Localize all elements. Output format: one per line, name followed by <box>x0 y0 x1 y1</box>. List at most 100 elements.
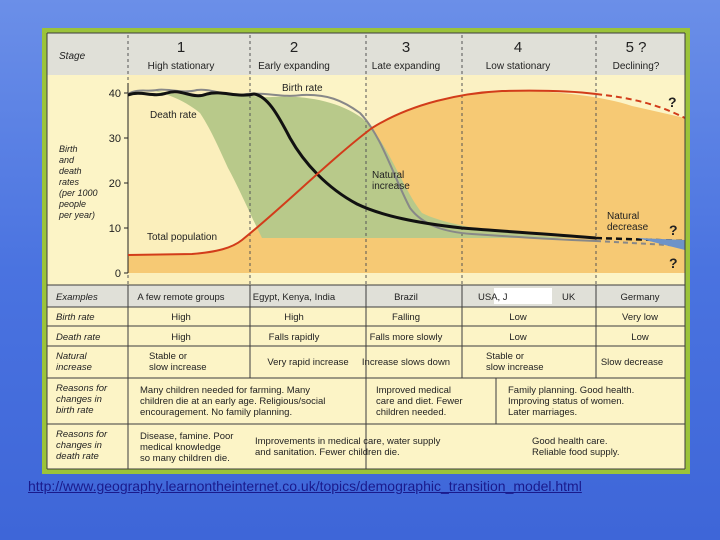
row-label-birth-rate: Birth rate <box>56 312 95 323</box>
table-cells: A few remote groups Egypt, Kenya, India … <box>137 292 663 373</box>
row-label-reasons-death: Reasons for <box>56 429 108 440</box>
y-tick-label: 10 <box>109 223 121 235</box>
cell-death-4: Low <box>509 332 527 343</box>
cell-birth-1: High <box>171 312 191 323</box>
cell-death-3: Falls more slowly <box>370 332 443 343</box>
row-label-reasons-birth-3: birth rate <box>56 405 94 416</box>
y-tick-labels: 40 30 20 10 0 <box>109 88 121 280</box>
cell-ni-1a: Stable or <box>149 351 187 362</box>
reasons-birth-c-1: Family planning. Good health. <box>508 385 634 396</box>
y-axis-label: Birth and death rates (per 1000 people p… <box>58 144 98 220</box>
stage-4-num: 4 <box>514 39 522 56</box>
diagram-svg: Stage 1 High stationary 2 Early expandin… <box>46 32 686 470</box>
reasons-death-c-2: Reliable food supply. <box>532 447 620 458</box>
reasons-birth-a-3: encouragement. No family planning. <box>140 407 292 418</box>
row-label-reasons-birth-2: changes in <box>56 394 102 405</box>
stage-label: Stage <box>59 51 86 62</box>
stage-3-num: 3 <box>402 39 410 56</box>
natural-decrease-label-1: Natural <box>607 211 639 222</box>
y-axis-ticks <box>124 92 128 274</box>
stage-5-num: 5 ? <box>626 39 647 56</box>
cell-birth-4: Low <box>509 312 527 323</box>
cell-death-1: High <box>171 332 191 343</box>
cell-examples-4a: USA, J <box>478 292 508 303</box>
cell-ni-4a: Stable or <box>486 351 524 362</box>
natural-increase-area <box>152 90 572 238</box>
stage-4-name: Low stationary <box>486 61 550 72</box>
cell-birth-3: Falling <box>392 312 420 323</box>
y-tick-label: 40 <box>109 88 121 100</box>
reasons-birth-c-3: Later marriages. <box>508 407 577 418</box>
y-label-line: (per 1000 <box>59 188 98 198</box>
stage-headers: 1 High stationary 2 Early expanding 3 La… <box>148 39 660 72</box>
y-label-line: rates <box>59 177 80 187</box>
cell-ni-1b: slow increase <box>149 362 207 373</box>
reasons-death-b-2: and sanitation. Fewer children die. <box>255 447 400 458</box>
stage-2-name: Early expanding <box>258 61 330 72</box>
stage-1-name: High stationary <box>148 61 215 72</box>
cell-examples-2: Egypt, Kenya, India <box>253 292 336 303</box>
graph-labels: Birth rate Death rate Natural increase T… <box>147 83 678 271</box>
y-label-line: people <box>58 199 86 209</box>
y-label-line: and <box>59 155 75 165</box>
stage-1-num: 1 <box>177 39 185 56</box>
row-label-natural-increase: Natural <box>56 351 88 362</box>
reasons-death-a-3: so many children die. <box>140 453 230 464</box>
reasons-death-c-1: Good health care. <box>532 436 608 447</box>
reasons-cells: Many children needed for farming. Many c… <box>140 385 634 464</box>
row-label-reasons-death-2: changes in <box>56 440 102 451</box>
population-line-dashed <box>595 93 686 119</box>
cell-ni-5: Slow decrease <box>601 357 663 368</box>
reasons-birth-c-2: Improving status of women. <box>508 396 624 407</box>
y-label-line: per year) <box>58 210 95 220</box>
row-label-examples: Examples <box>56 292 98 303</box>
reasons-birth-a-1: Many children needed for farming. Many <box>140 385 310 396</box>
reasons-birth-a-2: children die at an early age. Religious/… <box>140 396 325 407</box>
table-grid <box>46 32 686 470</box>
stage-3-name: Late expanding <box>372 61 440 72</box>
row-label-natural-increase-2: increase <box>56 362 92 373</box>
cell-examples-1: A few remote groups <box>137 292 224 303</box>
cell-birth-2: High <box>284 312 304 323</box>
reasons-birth-b-2: care and diet. Fewer <box>376 396 463 407</box>
source-link-line-1[interactable]: http://www.geography.learnontheinternet.… <box>28 478 582 494</box>
question-mid: ? <box>669 222 678 238</box>
cell-examples-4b: UK <box>562 292 576 303</box>
cell-death-2: Falls rapidly <box>269 332 320 343</box>
cell-ni-4b: slow increase <box>486 362 544 373</box>
y-label-line: Birth <box>59 144 78 154</box>
row-labels: Examples Birth rate Death rate Natural i… <box>56 292 108 462</box>
reasons-death-a-2: medical knowledge <box>140 442 221 453</box>
cell-examples-3: Brazil <box>394 292 418 303</box>
reasons-birth-b-1: Improved medical <box>376 385 451 396</box>
birth-rate-label: Birth rate <box>282 83 323 94</box>
cell-death-5: Low <box>631 332 649 343</box>
decrease-wedge <box>637 238 685 250</box>
redaction-box <box>494 288 552 304</box>
cell-examples-5: Germany <box>620 292 659 303</box>
y-tick-label: 30 <box>109 133 121 145</box>
reasons-birth-b-3: children needed. <box>376 407 446 418</box>
natural-increase-label-1: Natural <box>372 170 404 181</box>
natural-increase-label-2: increase <box>372 181 410 192</box>
row-label-death-rate: Death rate <box>56 332 100 343</box>
y-tick-label: 20 <box>109 178 121 190</box>
row-label-reasons-death-3: death rate <box>56 451 99 462</box>
population-line <box>127 89 597 256</box>
death-rate-label: Death rate <box>150 110 197 121</box>
cell-birth-5: Very low <box>622 312 658 323</box>
question-bottom: ? <box>669 255 678 271</box>
source-link[interactable]: http://www.geography.learnontheinternet.… <box>28 478 708 495</box>
row-label-reasons-birth: Reasons for <box>56 383 108 394</box>
y-label-line: death <box>59 166 82 176</box>
y-tick-label: 0 <box>115 268 121 280</box>
cell-ni-3: Increase slows down <box>362 357 450 368</box>
reasons-death-a-1: Disease, famine. Poor <box>140 431 233 442</box>
stage-5-name: Declining? <box>613 61 660 72</box>
question-top: ? <box>668 94 677 110</box>
stage-2-num: 2 <box>290 39 298 56</box>
cell-ni-2: Very rapid increase <box>267 357 348 368</box>
demographic-transition-figure: Stage 1 High stationary 2 Early expandin… <box>42 28 690 474</box>
natural-decrease-label-2: decrease <box>607 222 649 233</box>
death-rate-line <box>127 90 597 240</box>
